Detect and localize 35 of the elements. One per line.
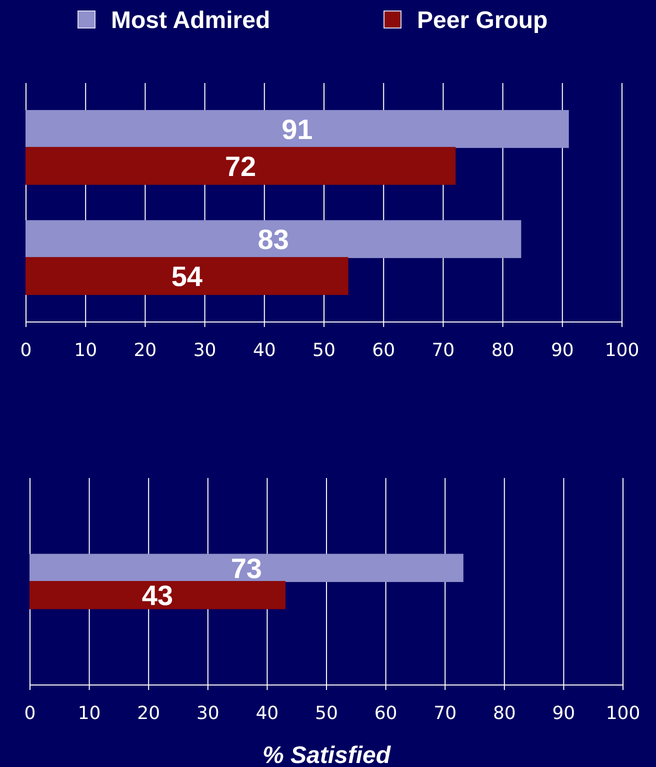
data-label: 91: [282, 114, 313, 145]
data-label: 43: [142, 580, 174, 612]
x-tick-label: 90: [550, 340, 574, 361]
data-label: 73: [230, 552, 262, 584]
bar: [26, 257, 348, 295]
bar: [26, 146, 456, 185]
legend-label: Most Admired: [111, 7, 270, 34]
x-tick-label: 10: [74, 340, 98, 361]
x-axis-title: % Satisfied: [262, 742, 392, 767]
x-tick-label: 0: [24, 703, 36, 724]
data-label: 54: [171, 261, 203, 292]
x-tick-label: 20: [137, 703, 160, 724]
x-tick-label: 20: [134, 340, 157, 361]
x-tick-label: 40: [252, 340, 276, 361]
x-tick-label: 50: [315, 703, 338, 724]
x-tick-label: 70: [434, 703, 457, 724]
x-tick-label: 30: [193, 340, 216, 361]
data-label: 72: [224, 150, 256, 182]
legend-label: Peer Group: [417, 7, 548, 34]
x-tick-label: 0: [20, 340, 32, 361]
data-label: 83: [258, 224, 289, 256]
x-tick-label: 90: [552, 703, 576, 724]
x-tick-label: 60: [372, 340, 396, 361]
x-tick-label: 100: [606, 703, 640, 724]
x-tick-label: 30: [196, 703, 220, 724]
x-tick-label: 70: [432, 340, 455, 361]
bar: [26, 110, 569, 148]
x-tick-label: 80: [492, 703, 516, 724]
x-tick-label: 50: [312, 340, 336, 361]
x-tick-label: 10: [78, 703, 101, 724]
bar: [26, 220, 522, 258]
x-tick-label: 80: [491, 340, 514, 361]
x-tick-label: 100: [604, 340, 640, 361]
x-tick-label: 60: [374, 703, 398, 724]
x-tick-label: 40: [256, 703, 279, 724]
